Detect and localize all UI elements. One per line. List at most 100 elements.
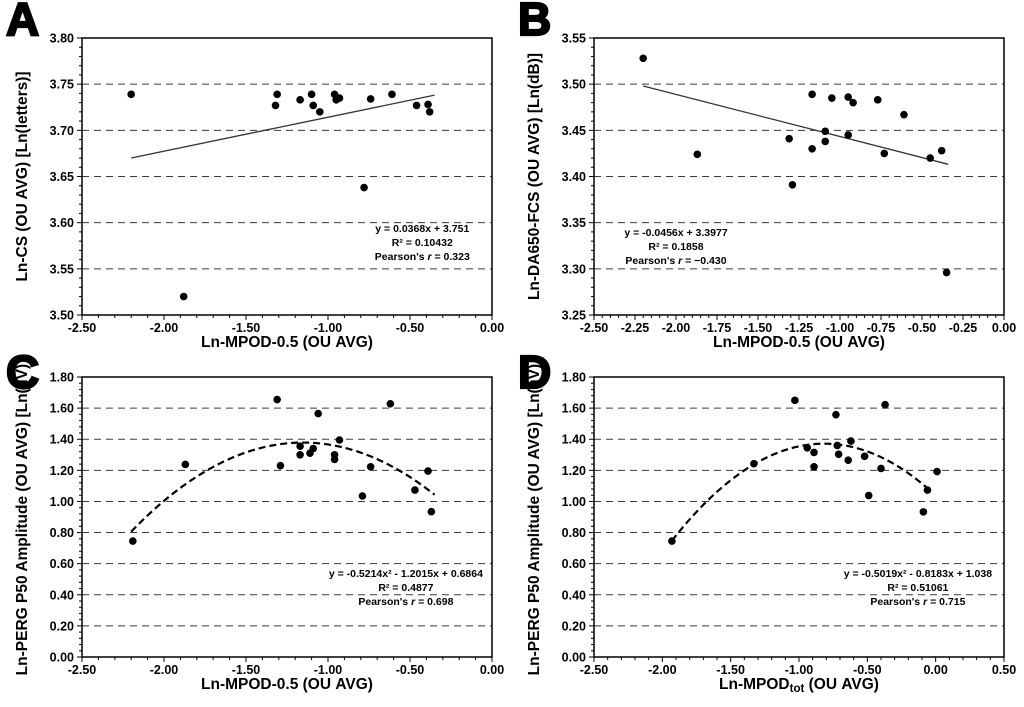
data-point (427, 507, 436, 516)
x-tick-label: -1.50 (232, 663, 261, 677)
data-point (358, 492, 367, 500)
fit-annotation-line: R² = 0.10432 (392, 237, 453, 249)
fit-annotation-line: y = 0.0368x + 3.751 (375, 223, 469, 235)
x-tick-label: -1.75 (703, 321, 732, 335)
data-point (411, 486, 419, 494)
panel-b-label: B (517, 0, 552, 45)
data-point (276, 461, 285, 470)
data-point (668, 537, 676, 545)
trend-curve (671, 442, 930, 542)
fit-annotation-line: Pearson's r = −0.430 (625, 255, 726, 267)
data-point (309, 101, 318, 110)
data-point (828, 94, 836, 102)
fit-annotation: y = 0.0368x + 3.751 R² = 0.10432 Pearson's… (375, 223, 470, 263)
data-point (307, 90, 316, 99)
plot-frame (81, 376, 493, 658)
y-tick-label: 1.00 (50, 495, 74, 509)
x-tick-label: -0.50 (908, 321, 937, 335)
data-point (810, 448, 818, 457)
x-tick-label: -1.25 (785, 321, 814, 335)
x-tick-label: 0.00 (923, 663, 947, 677)
data-point (847, 437, 855, 445)
x-axis-label: Ln-MPODtot (OU AVG) (719, 676, 879, 695)
y-tick-label: 3.50 (50, 309, 74, 323)
data-point (821, 137, 830, 146)
x-tick-label: -2.50 (580, 663, 609, 677)
data-point (832, 410, 840, 419)
data-point (881, 400, 889, 409)
data-point (919, 508, 928, 516)
data-point (273, 90, 281, 99)
panel-a: A -2.50 -2.00 -1.50 -1.00 -0.50 0.00 3.50 3.55 3… (0, 0, 512, 353)
fit-annotation-line: Pearson's r = 0.698 (358, 596, 453, 608)
x-tick-label: -2.00 (150, 663, 179, 677)
y-tick-label: 3.65 (50, 170, 74, 184)
x-ticks (81, 657, 493, 662)
data-point (179, 292, 188, 301)
trend-line (131, 94, 435, 159)
data-point (386, 399, 395, 408)
fit-annotation-line: R² = 0.51061 (887, 582, 948, 594)
y-tick-label: 1.20 (50, 464, 74, 478)
x-tick-label: -0.75 (867, 321, 896, 335)
data-point (639, 54, 647, 63)
x-tick-label: 0.50 (992, 663, 1016, 677)
data-point (309, 444, 318, 453)
panel-c: C -2.50 -2.00 -1.50 -1.00 -0.50 0.00 0.00 0.20 0… (0, 346, 512, 707)
data-point (388, 90, 396, 99)
y-tick-label: 3.80 (50, 32, 74, 46)
y-tick-label: 3.55 (50, 262, 74, 276)
y-tick-label: 0.20 (50, 619, 74, 633)
data-point (791, 396, 799, 405)
x-tick-label: -0.50 (853, 663, 882, 677)
data-point (750, 459, 758, 468)
y-tick-label: 0.60 (562, 557, 586, 571)
x-ticks (593, 657, 1005, 662)
fit-annotation-line: Pearson's r = 0.323 (375, 251, 470, 263)
data-point (127, 90, 135, 99)
x-tick-label: -2.50 (68, 663, 97, 677)
y-tick-label: 3.55 (562, 32, 586, 46)
y-ticks (589, 37, 594, 316)
y-tick-label: 0.40 (50, 588, 74, 602)
x-tick-label: 0.00 (480, 663, 504, 677)
x-tick-label: -1.50 (716, 663, 745, 677)
data-points (129, 395, 436, 545)
data-point (296, 450, 304, 459)
y-tick-label: 0.40 (562, 588, 586, 602)
y-tick-label: 1.40 (562, 433, 586, 447)
x-tick-label: -1.50 (744, 321, 773, 335)
data-point (360, 183, 368, 192)
x-tick-label: 0.00 (480, 321, 504, 335)
y-tick-label: 1.80 (50, 371, 74, 385)
data-point (424, 100, 432, 109)
data-point (425, 108, 434, 116)
fit-annotation: y = -0.5214x² - 1.2015x + 0.6864 R² = 0.4… (329, 568, 483, 608)
x-tick-label: 0.00 (992, 321, 1016, 335)
gridlines (594, 83, 1004, 270)
data-point (810, 462, 818, 471)
x-tick-label: -2.25 (621, 321, 650, 335)
panel-b-chart: -2.50 -2.25 -2.00 -1.75 -1.50 -1.25 -1.00 -0.75… (526, 32, 1016, 352)
data-point (808, 90, 816, 99)
panel-d: D -2.50 -2.00 -1.50 -1.00 -0.50 0.00 0.50 0.00 0… (512, 346, 1024, 707)
y-ticks (77, 37, 82, 316)
gridlines (82, 83, 492, 270)
data-point (923, 486, 932, 494)
data-point (366, 95, 375, 103)
data-point (273, 395, 281, 404)
gridlines (82, 407, 492, 627)
data-points (127, 90, 434, 301)
y-tick-label: 0.00 (562, 651, 586, 665)
data-points (639, 54, 951, 277)
data-point (785, 134, 793, 143)
y-axis-label: Ln-CS (OU AVG) [Ln(letters)] (14, 71, 31, 281)
y-ticks (77, 376, 82, 658)
panel-c-label: C (5, 346, 40, 398)
data-point (873, 96, 882, 104)
data-point (844, 93, 852, 101)
fit-annotation: y = -0.5019x² - 0.8183x + 1.038 R² = 0.51… (844, 568, 992, 608)
y-tick-label: 0.60 (50, 557, 74, 571)
y-tick-label: 0.20 (562, 619, 586, 633)
